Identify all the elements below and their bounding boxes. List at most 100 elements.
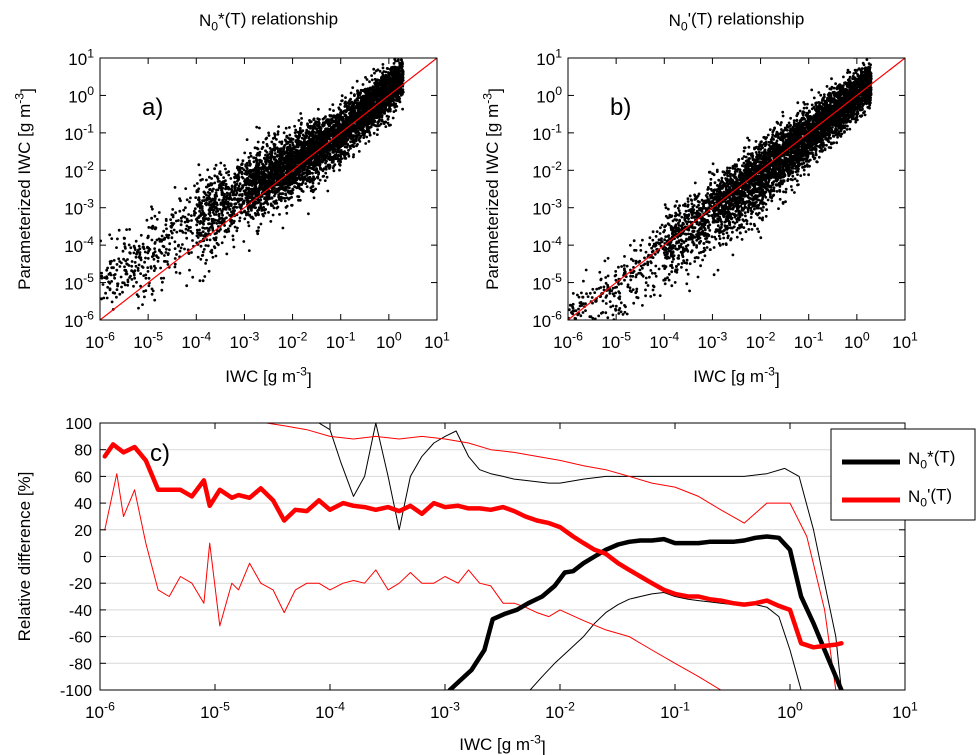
scatter-point (227, 173, 231, 177)
scatter-point (247, 156, 251, 159)
scatter-point (205, 258, 208, 262)
scatter-point (372, 67, 376, 71)
scatter-point (325, 159, 328, 163)
scatter-point (301, 179, 305, 183)
scatter-point (384, 92, 388, 95)
scatter-point (315, 128, 319, 132)
scatter-point (184, 187, 188, 191)
scatter-point (137, 248, 140, 252)
scatter-point (271, 180, 275, 183)
scatter-point (173, 257, 177, 260)
scatter-point (318, 118, 321, 121)
scatter-point (245, 138, 249, 142)
scatter-point (115, 263, 119, 266)
scatter-point (235, 182, 239, 186)
scatter-point (219, 228, 222, 231)
scatter-point (212, 204, 216, 208)
scatter-point (264, 159, 268, 163)
scatter-point (236, 173, 240, 177)
scatter-point (257, 168, 261, 172)
scatter-point (254, 167, 258, 171)
scatter-point (210, 182, 214, 186)
scatter-point (151, 207, 154, 211)
scatter-point (116, 237, 119, 241)
scatter-point (141, 266, 145, 269)
scatter-point (314, 134, 317, 137)
scatter-point (365, 78, 369, 81)
scatter-point (236, 158, 240, 162)
scatter-point (273, 133, 277, 137)
scatter-point (184, 231, 188, 235)
scatter-point (123, 268, 127, 272)
scatter-point (207, 269, 211, 273)
scatter-point (278, 152, 282, 156)
scatter-point (173, 265, 177, 269)
scatter-point (132, 284, 135, 288)
scatter-point (309, 163, 312, 167)
scatter-point (101, 283, 105, 286)
scatter-point (345, 119, 349, 123)
scatter-point (256, 198, 260, 202)
scatter-point (375, 90, 379, 93)
scatter-point (341, 141, 345, 145)
scatter-point (294, 134, 298, 138)
scatter-point (370, 78, 374, 82)
scatter-point (233, 225, 237, 229)
scatter-point (244, 170, 248, 174)
scatter-point (240, 193, 244, 196)
scatter-point (332, 109, 335, 112)
scatter-point (381, 66, 385, 70)
scatter-point (331, 103, 335, 106)
scatter-point (286, 140, 290, 144)
scatter-point (316, 170, 320, 174)
scatter-point (225, 191, 229, 195)
scatter-point (307, 130, 311, 134)
scatter-point (313, 159, 316, 163)
scatter-point (300, 143, 304, 146)
scatter-point (136, 269, 140, 272)
scatter-point (195, 223, 199, 227)
scatter-point (299, 183, 303, 186)
scatter-point (341, 111, 345, 115)
scatter-point (185, 284, 189, 288)
scatter-point (359, 106, 363, 110)
scatter-point (289, 150, 293, 153)
scatter-point (130, 260, 134, 263)
scatter-point (257, 191, 261, 195)
scatter-point (283, 196, 287, 200)
scatter-point (353, 99, 357, 103)
scatter-point (267, 194, 271, 198)
scatter-point (352, 155, 355, 159)
scatter-point (327, 135, 331, 139)
scatter-point (368, 88, 371, 92)
scatter-point (385, 108, 389, 112)
scatter-point (230, 202, 233, 206)
scatter-point (388, 104, 392, 107)
scatter-point (357, 150, 361, 153)
scatter-point (155, 238, 159, 242)
scatter-point (335, 150, 338, 154)
scatter-point (152, 269, 156, 272)
scatter-point (334, 123, 338, 127)
scatter-point (291, 164, 294, 168)
scatter-point (156, 259, 160, 263)
scatter-point (274, 166, 278, 170)
scatter-point (294, 176, 297, 180)
scatter-point (317, 182, 321, 185)
scatter-point (205, 196, 209, 200)
scatter-point (187, 252, 191, 256)
scatter-point (307, 150, 311, 154)
scatter-point (153, 227, 157, 231)
scatter-point (159, 276, 163, 280)
scatter-point (220, 193, 224, 197)
scatter-point (376, 128, 379, 132)
scatter-point (144, 256, 147, 260)
scatter-point (386, 117, 390, 121)
scatter-point (138, 253, 142, 257)
scatter-point (153, 214, 157, 218)
scatter-point (214, 210, 218, 214)
scatter-point (300, 189, 304, 193)
scatter-point (129, 246, 133, 250)
scatter-point (248, 164, 252, 167)
